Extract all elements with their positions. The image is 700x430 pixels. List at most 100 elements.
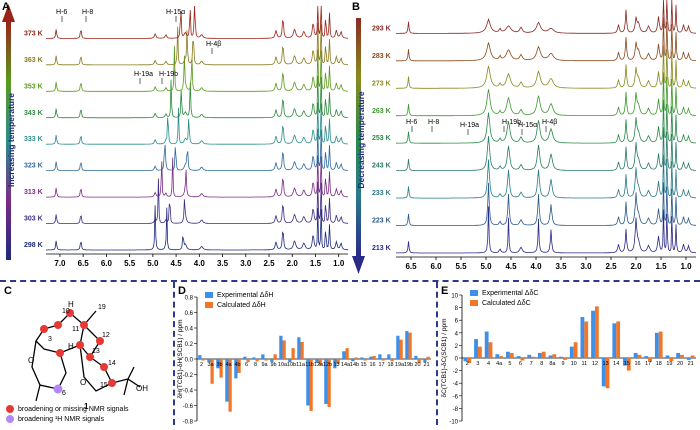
panel-b: Decreasing temperature B 293 K 283 K 273 K…: [350, 0, 700, 280]
broadening-marker: [40, 325, 48, 333]
category-label: 20: [414, 362, 420, 368]
bar: [408, 332, 412, 359]
spectrum-trace: [395, 154, 697, 199]
atom-label: 19: [98, 304, 106, 311]
bar: [396, 335, 400, 359]
spectrum-trace: [46, 178, 348, 224]
temperature-gradient-bar: [356, 18, 361, 256]
bar: [423, 359, 427, 363]
spectrum-trace: [396, 99, 697, 144]
axis-title: Increasing temperature: [6, 93, 16, 187]
bar: [474, 339, 478, 358]
category-label: 9a: [261, 362, 268, 368]
temperature-label: 293 K: [372, 25, 391, 32]
bar: [369, 356, 373, 359]
atom-label: 13: [92, 348, 100, 355]
legend-swatch: [470, 300, 478, 306]
legend-swatch: [205, 292, 213, 298]
x-tick-label: 1.0: [680, 262, 692, 271]
y-tick-label: 8: [455, 306, 459, 312]
bar: [390, 359, 394, 362]
category-label: 3a: [207, 362, 214, 368]
x-tick-label: 2.5: [263, 259, 275, 268]
panel-d: D 0.8 0.6 0.4 0.2 0.0 -0.2 -0.4 -0.6 -0.8 δH(TCB1…: [175, 283, 435, 426]
bar: [594, 306, 599, 358]
category-label: 8: [540, 361, 543, 367]
bar: [658, 331, 663, 358]
category-label: 4: [487, 361, 490, 367]
bar: [686, 358, 691, 360]
bar: [300, 341, 304, 359]
spectrum-trace: [396, 182, 696, 226]
red-dot-icon: [6, 405, 14, 413]
spectrum-trace: [46, 205, 349, 251]
bar: [264, 359, 268, 361]
peak-annotation: H-6: [406, 119, 417, 126]
bar: [531, 356, 535, 358]
spectrum-trace: [396, 72, 696, 117]
y-tick-label: -6: [453, 394, 459, 400]
legend-item-red: broadening or missing NMR signals: [6, 405, 129, 413]
spectrum-trace: [396, 0, 697, 34]
spectrum-trace: [46, 46, 348, 92]
category-label: 13: [333, 362, 339, 368]
x-tick-label: 5.0: [147, 259, 159, 268]
bar: [488, 342, 493, 358]
broadening-marker: [108, 379, 116, 387]
temperature-label: 273 K: [372, 80, 391, 87]
y-tick-label: 10: [451, 294, 458, 300]
category-label: 16: [369, 362, 375, 368]
y-tick-label: -0.2: [183, 373, 194, 379]
bar: [279, 335, 283, 359]
spectrum-trace: [46, 155, 349, 198]
category-label: 17: [378, 362, 384, 368]
bar: [243, 356, 247, 359]
bar: [309, 359, 313, 411]
bar: [387, 354, 391, 359]
bar: [644, 356, 649, 358]
category-label: 2: [200, 362, 203, 368]
temperature-label: 298 K: [24, 242, 43, 249]
bar: [637, 354, 642, 358]
atom-label: 15: [100, 382, 108, 389]
atom-label: 14: [108, 360, 116, 367]
x-tick-label: 6.5: [405, 262, 417, 271]
bar: [669, 358, 674, 362]
x-tick-label: 4.0: [530, 262, 542, 271]
temperature-gradient-bar: [6, 22, 11, 260]
bar: [237, 359, 241, 373]
temperature-label: 323 K: [24, 163, 43, 170]
bar: [467, 358, 472, 364]
bar: [584, 321, 589, 358]
temperature-label: 313 K: [24, 189, 43, 196]
legend-label: broadening or missing NMR signals: [18, 405, 129, 413]
y-tick-label: 0.8: [185, 296, 194, 302]
axis-title: Decreasing temperature: [356, 91, 366, 189]
bar: [225, 359, 229, 402]
bar: [495, 354, 500, 358]
bar: [516, 356, 521, 358]
temperature-label: 223 K: [372, 218, 391, 225]
temperature-label: 373 K: [24, 30, 43, 37]
atom-label: 11: [72, 326, 79, 333]
bar: [477, 346, 482, 358]
panel-label: C: [4, 285, 12, 297]
x-tick-label: 3.5: [217, 259, 229, 268]
x-tick-label: 1.5: [655, 262, 667, 271]
category-label: 14b: [350, 362, 359, 368]
temperature-label: 283 K: [372, 53, 391, 60]
bar: [506, 351, 510, 358]
category-label: 11a: [296, 362, 306, 368]
category-label: 4a: [225, 362, 232, 368]
divider-vertical: [436, 282, 438, 425]
x-tick-label: 3.0: [240, 259, 252, 268]
bar: [580, 317, 585, 358]
category-label: 3b: [216, 362, 222, 368]
atom-label: 12: [102, 332, 110, 339]
x-tick-label: 7.0: [54, 259, 66, 268]
spectrum-trace: [46, 5, 348, 39]
bar: [573, 342, 578, 358]
down-arrow-icon: [352, 256, 365, 274]
atom-label: O: [28, 356, 34, 365]
nmr-spectra-cooling: Decreasing temperature B 293 K 283 K 273 K…: [352, 0, 697, 274]
